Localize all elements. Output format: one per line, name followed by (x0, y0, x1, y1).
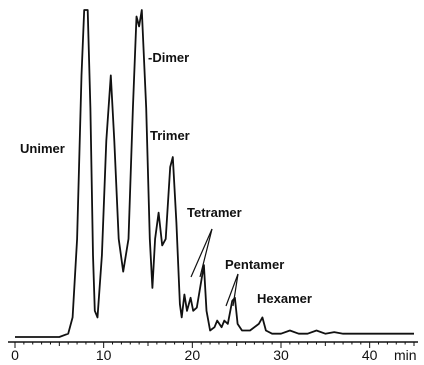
x-tick-label: 20 (185, 347, 201, 363)
peak-label-hexamer: Hexamer (257, 291, 312, 306)
annotation-leader-line (190, 228, 213, 278)
peak-annotations: Unimer -Dimer Trimer Tetramer Pentamer Hexame… (20, 50, 312, 307)
plot-area (15, 9, 414, 338)
peak-label-dimer: -Dimer (148, 50, 189, 65)
annotation-leader-line (225, 273, 239, 307)
x-tick-label: 30 (273, 347, 289, 363)
peak-label-trimer: Trimer (150, 128, 190, 143)
annotation-leader-line (199, 228, 213, 278)
peak-label-tetramer: Tetramer (187, 205, 242, 220)
x-tick-label: 0 (11, 347, 19, 363)
x-axis-ticks: 0 10 20 30 40 (11, 342, 415, 363)
peak-label-pentamer: Pentamer (225, 257, 284, 272)
x-tick-label: 40 (362, 347, 378, 363)
x-axis-unit-label: min (394, 347, 417, 363)
x-tick-label: 10 (96, 347, 112, 363)
peak-label-unimer: Unimer (20, 141, 65, 156)
annotation-leader-line (232, 273, 239, 307)
chromatogram-trace (15, 9, 414, 338)
